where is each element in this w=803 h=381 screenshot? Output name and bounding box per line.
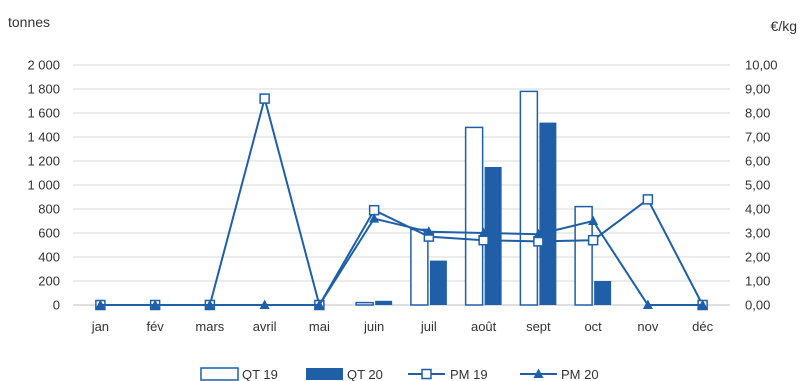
y-left-tick-label: 200 [38,274,60,289]
x-tick-label: oct [584,319,602,334]
bar-qt-20 [429,260,447,305]
marker-pm-20 [478,227,489,237]
y-right-unit-label: €/kg [771,18,797,34]
y-left-tick-label: 2 000 [27,58,60,73]
x-tick-label: juin [363,319,384,334]
y-right-tick-label: 9,00 [745,82,770,97]
marker-pm-19 [478,234,489,246]
marker-pm-20 [95,299,106,309]
bars [355,90,612,306]
marker-pm-20 [369,213,380,223]
x-tick-label: sept [526,319,551,334]
lines [95,93,708,311]
y-right-tick-label: 10,00 [745,58,778,73]
y-left-tick-label: 1 400 [27,130,60,145]
legend-swatch-qt-20 [306,368,343,380]
marker-pm-20 [588,215,599,225]
line-pm-20 [100,217,703,306]
y-left-tick-label: 600 [38,226,60,241]
y-right-tick-label: 7,00 [745,130,770,145]
bar-qt-19 [574,205,593,306]
bar-qt-19 [519,90,539,306]
y-right-tick-label: 1,00 [745,274,770,289]
gridlines [73,64,730,306]
y-left-tick-labels: 0 200 400 600 800 1 000 1 200 1 400 1 600 1 800 2 … [27,58,60,313]
x-tick-label: mai [309,319,330,334]
marker-pm-20 [314,299,325,309]
bar-qt-19 [464,126,484,306]
y-left-unit-label: tonnes [8,14,50,30]
legend-label: PM 20 [561,367,599,381]
x-tick-label: déc [692,319,713,334]
marker-pm-20 [697,299,708,309]
y-left-tick-label: 1 800 [27,82,60,97]
y-right-tick-labels: 0,00 1,00 2,00 3,00 4,00 5,00 6,00 7,00 8,00 9,00… [745,58,778,313]
x-tick-label: fév [146,319,164,334]
marker-pm-20 [423,226,434,236]
legend-marker-pm-20 [533,368,544,378]
y-right-tick-label: 3,00 [745,226,770,241]
y-left-tick-label: 800 [38,202,60,217]
marker-pm-19 [642,194,654,205]
x-tick-label: août [471,319,497,334]
y-right-tick-label: 8,00 [745,106,770,121]
y-right-tick-label: 2,00 [745,250,770,265]
y-right-tick-label: 5,00 [745,178,770,193]
bar-qt-19 [355,301,374,306]
x-tick-label: avril [253,319,277,334]
x-tick-label: mars [195,319,224,334]
y-left-tick-label: 400 [38,250,60,265]
marker-pm-20 [259,299,270,309]
y-right-tick-label: 4,00 [745,202,770,217]
bar-qt-20 [375,300,393,305]
x-tick-label: jan [91,319,109,334]
legend-marker-pm-19 [421,368,432,380]
marker-pm-20 [150,299,161,309]
bar-qt-20 [484,167,502,305]
bar-qt-20 [539,122,557,305]
x-tick-label: juil [420,319,437,334]
legend-label: PM 19 [450,367,488,381]
marker-pm-19 [259,93,270,104]
marker-pm-19 [533,236,544,247]
legend-label: QT 20 [347,367,383,381]
marker-pm-19 [587,234,599,246]
bar-qt-20 [594,281,612,305]
y-left-tick-label: 1 200 [27,154,60,169]
y-right-tick-label: 6,00 [745,154,770,169]
x-tick-labels: jan fév mars avril mai juin juil août sept oct nov… [91,319,714,334]
marker-pm-20 [204,299,215,309]
x-tick-label: nov [637,319,658,334]
legend-swatch-qt-19 [200,367,239,381]
legend-label: QT 19 [242,367,278,381]
marker-pm-20 [533,228,544,239]
line-pm-19 [100,94,704,308]
y-right-tick-label: 0,00 [745,298,770,313]
y-left-tick-label: 0 [53,298,60,313]
y-left-tick-label: 1 000 [27,178,60,193]
y-left-tick-label: 1 600 [27,106,60,121]
marker-pm-20 [642,299,653,309]
legend: QT 19 QT 20 PM 19 PM 20 [200,367,599,381]
